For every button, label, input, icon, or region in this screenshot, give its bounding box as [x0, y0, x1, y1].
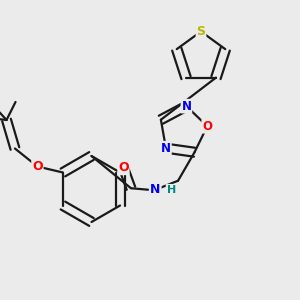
Text: H: H [167, 185, 176, 195]
Text: N: N [150, 183, 161, 196]
Text: O: O [118, 161, 129, 174]
Text: O: O [202, 120, 212, 133]
Text: S: S [196, 25, 206, 38]
Text: N: N [182, 100, 191, 112]
Text: O: O [32, 160, 43, 173]
Text: N: N [161, 142, 171, 155]
